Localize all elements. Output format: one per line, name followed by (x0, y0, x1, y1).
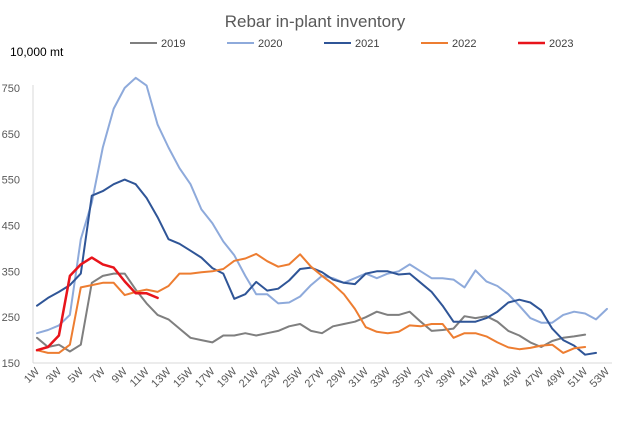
x-axis-ticks: 1W 3W 5W 7W 9W11W13W15W17W19W21W23W25W27W29W… (22, 365, 613, 390)
x-tick-label: 3W (44, 365, 65, 386)
x-tick-label: 9W (110, 365, 131, 386)
series-line-2021 (36, 178, 597, 356)
x-tick-label: 45W (500, 365, 525, 390)
x-tick-label: 7W (88, 365, 109, 386)
x-tick-label: 41W (456, 365, 481, 390)
y-tick-label: 350 (2, 266, 20, 278)
series-lines (35, 76, 608, 356)
x-tick-label: 53W (588, 365, 613, 390)
series-line-2019 (36, 272, 587, 353)
legend-label-2019: 2019 (161, 38, 185, 50)
x-tick-label: 33W (368, 365, 393, 390)
y-tick-label: 150 (2, 358, 20, 370)
x-tick-label: 39W (434, 365, 459, 390)
x-tick-label: 49W (544, 365, 569, 390)
legend-label-2022: 2022 (452, 38, 476, 50)
legend-label-2021: 2021 (355, 38, 379, 50)
series-line-2020 (36, 76, 608, 335)
x-tick-label: 47W (522, 365, 547, 390)
x-tick-label: 27W (303, 365, 328, 390)
series-line-2022 (36, 252, 587, 354)
y-tick-label: 750 (2, 83, 20, 95)
legend-label-2023: 2023 (549, 38, 573, 50)
y-tick-label: 250 (2, 312, 20, 324)
x-tick-label: 1W (22, 365, 43, 386)
y-tick-label: 550 (2, 175, 20, 187)
y-axis-ticks: 150 250 350 450 550 650 750 (2, 83, 20, 370)
x-tick-label: 51W (566, 365, 591, 390)
x-tick-label: 5W (66, 365, 87, 386)
x-tick-label: 19W (215, 365, 240, 390)
y-tick-label: 650 (2, 129, 20, 141)
x-tick-label: 13W (149, 365, 174, 390)
x-tick-label: 43W (478, 365, 503, 390)
x-tick-label: 29W (325, 365, 350, 390)
x-tick-label: 35W (390, 365, 415, 390)
series-line-2023 (35, 256, 159, 352)
x-tick-label: 15W (171, 365, 196, 390)
x-tick-label: 37W (412, 365, 437, 390)
x-tick-label: 25W (281, 365, 306, 390)
x-tick-label: 31W (346, 365, 371, 390)
y-axis-unit-label: 10,000 mt (10, 45, 64, 59)
legend: 2019 2020 2021 2022 2023 (130, 38, 573, 50)
y-tick-label: 450 (2, 220, 20, 232)
x-tick-label: 11W (128, 365, 152, 389)
x-tick-label: 17W (193, 365, 218, 390)
x-tick-label: 21W (237, 365, 262, 390)
x-tick-label: 23W (259, 365, 284, 390)
chart-title: Rebar in-plant inventory (225, 12, 406, 31)
legend-label-2020: 2020 (258, 38, 282, 50)
